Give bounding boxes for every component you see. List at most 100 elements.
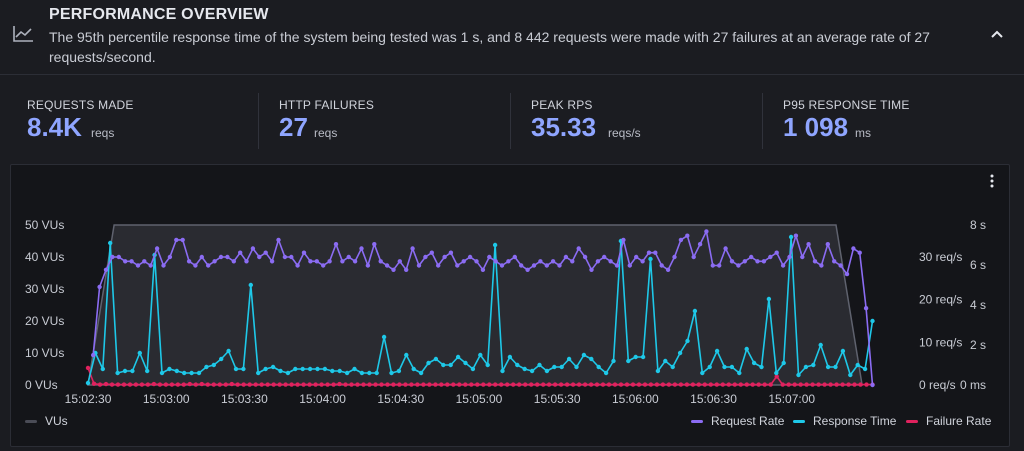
response-time-point bbox=[367, 370, 372, 376]
failure-rate-point bbox=[85, 365, 91, 371]
failure-rate-point bbox=[702, 382, 707, 387]
stat-value: 8.4K bbox=[27, 112, 82, 142]
x-tick-label: 15:04:30 bbox=[377, 392, 424, 405]
response-time-point bbox=[241, 366, 246, 372]
failure-rate-point bbox=[391, 382, 396, 387]
stats-row: REQUESTS MADE 8.4K reqs HTTP FAILURES 27… bbox=[0, 75, 1024, 163]
legend-item-response-time[interactable]: Response Time bbox=[793, 414, 896, 428]
failure-rate-point bbox=[828, 382, 833, 387]
request-rate-point bbox=[250, 246, 256, 251]
failure-rate-point bbox=[768, 382, 773, 387]
response-time-point bbox=[788, 234, 794, 240]
failure-rate-point bbox=[864, 382, 869, 387]
request-rate-point bbox=[723, 246, 728, 251]
failure-rate-point bbox=[325, 382, 330, 387]
failure-rate-point bbox=[714, 382, 719, 387]
response-time-point bbox=[559, 364, 564, 370]
performance-chart[interactable]: 0 VUs 10 VUs 20 VUs 30 VUs 40 VUs 50 VUs 0 req… bbox=[11, 165, 1009, 405]
failure-rate-point bbox=[529, 382, 534, 387]
legend-label: Request Rate bbox=[711, 414, 785, 428]
request-rate-point bbox=[742, 259, 747, 264]
response-time-point bbox=[433, 356, 439, 362]
failure-rate-point bbox=[373, 382, 378, 387]
response-time-point bbox=[226, 348, 231, 354]
request-rate-point bbox=[301, 250, 307, 255]
response-time-point bbox=[766, 296, 772, 302]
request-rate-point bbox=[672, 254, 677, 260]
legend-swatch bbox=[906, 420, 918, 424]
response-time-point bbox=[389, 370, 394, 376]
request-rate-point bbox=[602, 254, 607, 260]
response-time-point bbox=[603, 370, 609, 376]
failure-rate-point bbox=[481, 382, 486, 387]
request-rate-point bbox=[142, 259, 147, 264]
request-rate-point bbox=[812, 259, 818, 264]
request-rate-point bbox=[282, 254, 288, 260]
failure-rate-point bbox=[493, 382, 498, 387]
x-tick-label: 15:05:30 bbox=[534, 392, 581, 405]
request-rate-point bbox=[499, 263, 505, 268]
line-chart-icon bbox=[13, 26, 33, 42]
stat-value: 35.33 bbox=[531, 112, 597, 142]
failure-rate-point bbox=[205, 382, 210, 387]
request-rate-point bbox=[614, 263, 620, 268]
request-rate-point bbox=[352, 259, 358, 264]
request-rate-point bbox=[717, 263, 722, 268]
failure-rate-point bbox=[331, 382, 336, 387]
stat-value: 27 bbox=[279, 112, 308, 142]
request-rate-point bbox=[755, 259, 760, 264]
failure-rate-point bbox=[91, 381, 97, 386]
x-tick-label: 15:06:30 bbox=[690, 392, 737, 405]
response-time-point bbox=[182, 370, 187, 376]
failure-rate-point bbox=[403, 382, 408, 387]
response-time-point bbox=[640, 354, 646, 360]
request-rate-point bbox=[384, 263, 390, 268]
performance-overview-header[interactable]: PERFORMANCE OVERVIEW The 95th percentile… bbox=[0, 0, 1024, 75]
response-time-point bbox=[263, 366, 268, 372]
request-rate-point bbox=[634, 254, 639, 260]
request-rate-point bbox=[736, 263, 741, 268]
failure-rate-point bbox=[690, 382, 696, 387]
failure-rate-point bbox=[648, 382, 654, 387]
failure-rate-point bbox=[487, 382, 492, 387]
request-rate-point bbox=[308, 259, 313, 264]
failure-rate-point bbox=[469, 382, 474, 387]
request-rate-point bbox=[589, 267, 594, 272]
request-rate-point bbox=[595, 259, 601, 264]
failure-rate-point bbox=[229, 381, 234, 387]
failure-rate-point bbox=[726, 382, 731, 387]
request-rate-point bbox=[391, 267, 396, 272]
y-left-tick-label: 20 VUs bbox=[25, 314, 64, 328]
failure-rate-point bbox=[546, 382, 552, 387]
response-time-point bbox=[648, 256, 653, 262]
request-rate-point bbox=[346, 254, 351, 260]
legend-label: Response Time bbox=[813, 414, 897, 428]
failure-rate-point bbox=[379, 382, 384, 387]
request-rate-point bbox=[186, 259, 192, 264]
y-time-tick-label: 0 ms bbox=[960, 378, 986, 392]
request-rate-point bbox=[135, 263, 141, 268]
stat-divider bbox=[510, 93, 511, 149]
stat-value: 1 098 bbox=[783, 112, 849, 142]
request-rate-point bbox=[563, 254, 569, 260]
response-time-point bbox=[337, 368, 342, 374]
request-rate-point bbox=[206, 263, 211, 268]
legend-item-failure-rate[interactable]: Failure Rate bbox=[906, 414, 991, 428]
response-time-point bbox=[448, 362, 453, 368]
failure-rate-point bbox=[289, 382, 294, 387]
request-rate-point bbox=[269, 259, 275, 264]
legend-item-request-rate[interactable]: Request Rate bbox=[691, 414, 784, 428]
more-vertical-icon[interactable] bbox=[987, 173, 997, 189]
chevron-up-icon[interactable] bbox=[988, 27, 1006, 41]
response-time-point bbox=[115, 370, 120, 376]
request-rate-point bbox=[544, 263, 549, 268]
legend-item-vus[interactable]: VUs bbox=[25, 414, 68, 428]
request-rate-point bbox=[800, 254, 805, 260]
response-time-point bbox=[219, 356, 224, 362]
response-time-point bbox=[759, 364, 764, 370]
response-time-point bbox=[344, 370, 350, 376]
request-rate-point bbox=[123, 259, 128, 264]
failure-rate-point bbox=[253, 382, 258, 387]
request-rate-point bbox=[550, 259, 556, 264]
y-rate-tick-label: 10 req/s bbox=[919, 335, 962, 349]
